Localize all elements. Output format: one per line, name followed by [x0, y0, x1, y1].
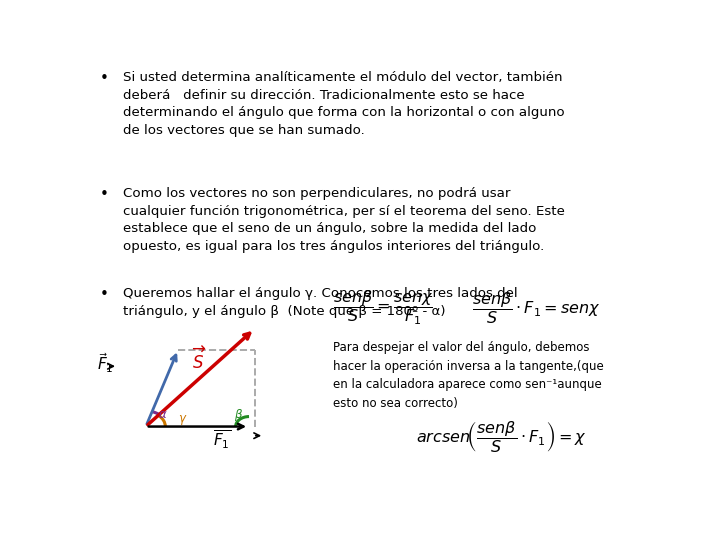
Text: •: •	[100, 187, 109, 202]
Text: •: •	[100, 71, 109, 86]
Text: $\gamma$: $\gamma$	[178, 413, 188, 427]
Text: $\dfrac{sen\beta}{S} \cdot F_1 = sen\chi$: $\dfrac{sen\beta}{S} \cdot F_1 = sen\chi…	[472, 290, 600, 326]
Text: $\dfrac{sen\beta}{S} = \dfrac{sen\chi}{F_1}$: $\dfrac{sen\beta}{S} = \dfrac{sen\chi}{F…	[333, 289, 433, 327]
Text: Si usted determina analíticamente el módulo del vector, también
deberá   definir: Si usted determina analíticamente el mód…	[124, 71, 565, 137]
Text: $\vec{F}_1$: $\vec{F}_1$	[97, 351, 114, 375]
Text: $\overrightarrow{S}$: $\overrightarrow{S}$	[192, 347, 207, 373]
Text: Queremos hallar el ángulo γ. Conocemos los tres lados del
triángulo, y el ángulo: Queremos hallar el ángulo γ. Conocemos l…	[124, 287, 518, 318]
Text: $\overline{F_1}$: $\overline{F_1}$	[213, 428, 231, 451]
Text: $\beta$: $\beta$	[234, 407, 243, 423]
Text: •: •	[100, 287, 109, 302]
Text: Como los vectores no son perpendiculares, no podrá usar
cualquier función trigon: Como los vectores no son perpendiculares…	[124, 187, 565, 253]
Text: Para despejar el valor del ángulo, debemos
hacer la operación inversa a la tange: Para despejar el valor del ángulo, debem…	[333, 341, 603, 410]
Text: $\alpha$: $\alpha$	[158, 408, 168, 421]
Text: $arcsen\!\left(\dfrac{sen\beta}{S} \cdot F_1\right) = \chi$: $arcsen\!\left(\dfrac{sen\beta}{S} \cdot…	[416, 419, 588, 455]
